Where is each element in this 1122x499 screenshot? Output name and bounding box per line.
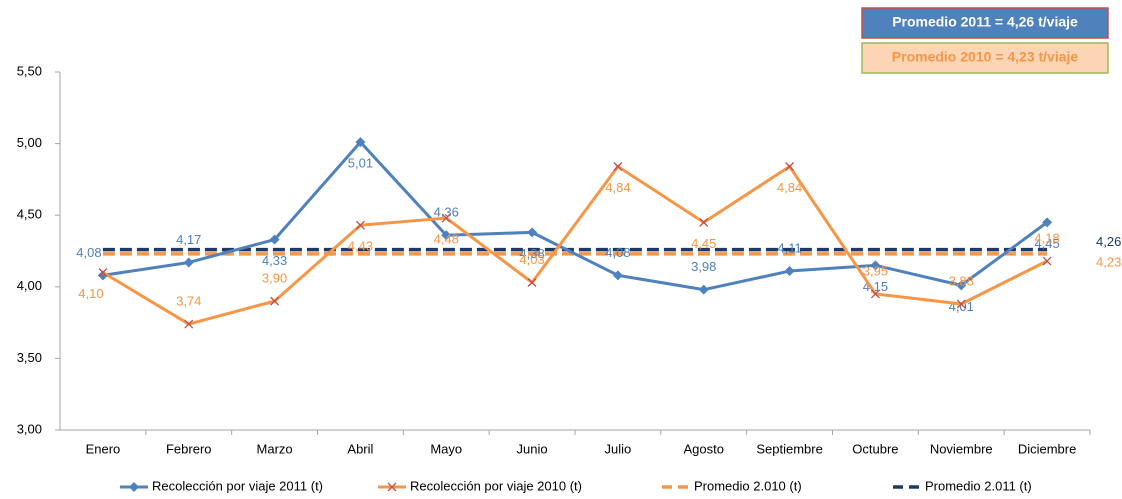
data-label: 4,45: [691, 236, 716, 251]
marker: [785, 162, 795, 171]
y-tick-label: 3,00: [17, 421, 42, 436]
annotation-box: [861, 42, 1109, 74]
marker: [184, 319, 194, 329]
marker: [784, 266, 795, 277]
marker: [870, 289, 880, 299]
marker: [183, 257, 194, 268]
data-label: 4,10: [78, 286, 103, 301]
marker: [613, 162, 623, 171]
x-tick-label: Julio: [605, 441, 632, 456]
data-label: 3,74: [176, 293, 201, 308]
annotation-box: [861, 7, 1109, 39]
legend-label: Recolección por viaje 2011 (t): [152, 478, 323, 493]
data-label: 4,45: [1034, 236, 1059, 251]
legend-label: Promedio 2.010 (t): [694, 478, 802, 493]
marker: [699, 217, 709, 227]
data-label: 4,23: [1096, 254, 1121, 269]
x-tick-label: Abril: [347, 441, 373, 456]
series-line: [102, 140, 1048, 292]
marker: [355, 220, 365, 230]
annotation-text: Promedio 2011 = 4,26 t/viaje: [892, 14, 1078, 30]
marker: [441, 213, 451, 223]
legend-item: Recolección por viaje 2011 (t): [120, 478, 323, 493]
data-label: 4,48: [434, 232, 459, 247]
legend-item: Recolección por viaje 2010 (t): [378, 478, 582, 493]
data-label: 5,01: [348, 156, 373, 171]
marker: [956, 280, 967, 291]
y-tick-label: 3,50: [17, 350, 42, 365]
marker: [269, 234, 280, 245]
y-tick-label: 5,00: [17, 135, 42, 150]
data-label: 4,26: [1096, 234, 1121, 249]
data-label: 4,36: [434, 205, 459, 220]
data-label: 3,88: [949, 273, 974, 288]
marker: [387, 482, 397, 492]
marker: [527, 278, 537, 287]
marker: [527, 227, 538, 238]
x-tick-label: Enero: [86, 441, 121, 456]
x-tick-label: Marzo: [257, 441, 293, 456]
y-tick-label: 5,50: [17, 63, 42, 78]
x-tick-label: Diciembre: [1018, 441, 1077, 456]
legend-label: Recolección por viaje 2010 (t): [410, 478, 582, 493]
data-label: 4,84: [777, 180, 802, 195]
x-tick-label: Mayo: [430, 441, 462, 456]
data-label: 4,43: [348, 239, 373, 254]
x-tick-label: Agosto: [684, 441, 724, 456]
marker: [956, 299, 966, 309]
y-tick-label: 4,00: [17, 278, 42, 293]
data-label: 4,38: [519, 246, 544, 261]
data-label: 4,03: [519, 252, 544, 267]
y-tick-label: 4,50: [17, 207, 42, 222]
marker: [612, 270, 623, 281]
marker: [355, 137, 366, 148]
marker: [441, 230, 452, 241]
data-label: 3,95: [863, 263, 888, 278]
x-tick-label: Junio: [517, 441, 548, 456]
marker: [1042, 256, 1052, 266]
x-tick-label: Septiembre: [756, 441, 822, 456]
marker: [129, 482, 139, 492]
data-label: 4,11: [777, 240, 801, 255]
x-tick-label: Octubre: [852, 441, 898, 456]
data-label: 4,18: [1034, 230, 1059, 245]
data-label: 3,98: [691, 259, 716, 274]
legend-item: Promedio 2.010 (t): [662, 478, 802, 493]
marker: [870, 260, 881, 271]
data-label: 4,17: [176, 232, 201, 247]
marker: [698, 284, 709, 295]
x-tick-label: Noviembre: [930, 441, 993, 456]
legend-item: Promedio 2.011 (t): [893, 478, 1032, 493]
data-label: 4,33: [262, 253, 287, 268]
x-tick-label: Febrero: [166, 441, 212, 456]
marker: [270, 296, 280, 306]
data-label: 4,84: [605, 180, 630, 195]
legend-label: Promedio 2.011 (t): [925, 478, 1032, 493]
marker: [98, 268, 108, 277]
series-line: [102, 165, 1048, 326]
data-label: 4,08: [76, 245, 101, 260]
data-label: 4,08: [605, 245, 630, 260]
marker: [1042, 217, 1053, 228]
annotation-text: Promedio 2010 = 4,23 t/viaje: [892, 49, 1079, 65]
data-label: 3,90: [262, 271, 287, 286]
